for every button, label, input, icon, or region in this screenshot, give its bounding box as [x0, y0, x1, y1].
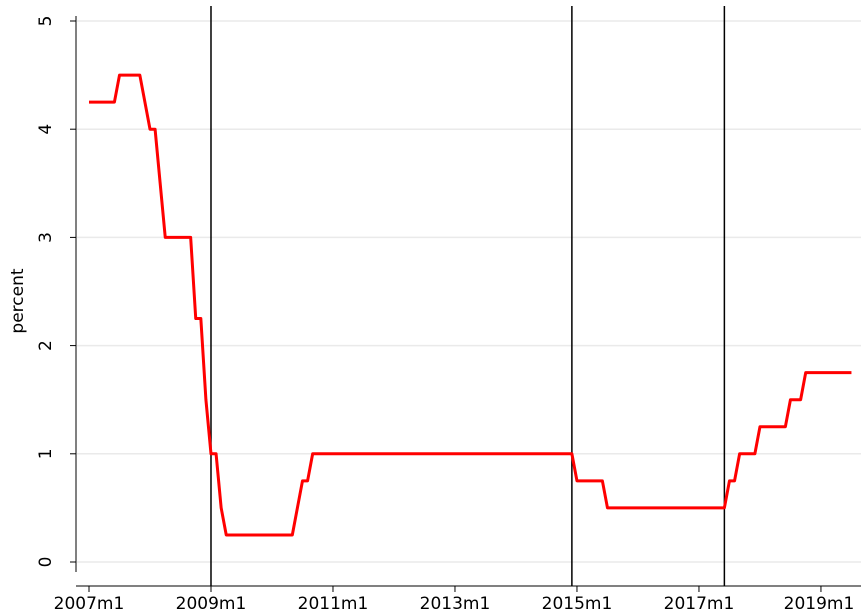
x-tick-label: 2017m1 — [664, 594, 735, 614]
x-tick-label: 2019m1 — [784, 594, 855, 614]
y-tick-label: 1 — [36, 448, 56, 459]
y-tick-label: 5 — [36, 16, 56, 27]
y-tick-label: 4 — [36, 124, 56, 135]
x-tick-label: 2007m1 — [54, 594, 125, 614]
x-tick-label: 2011m1 — [298, 594, 369, 614]
y-tick-label: 0 — [36, 557, 56, 568]
y-axis-label: percent — [8, 268, 28, 333]
x-tick-label: 2013m1 — [420, 594, 491, 614]
y-tick-label: 3 — [36, 232, 56, 243]
y-tick-label: 2 — [36, 340, 56, 351]
x-tick-label: 2015m1 — [542, 594, 613, 614]
x-tick-label: 2009m1 — [176, 594, 247, 614]
data-line — [89, 73, 852, 537]
